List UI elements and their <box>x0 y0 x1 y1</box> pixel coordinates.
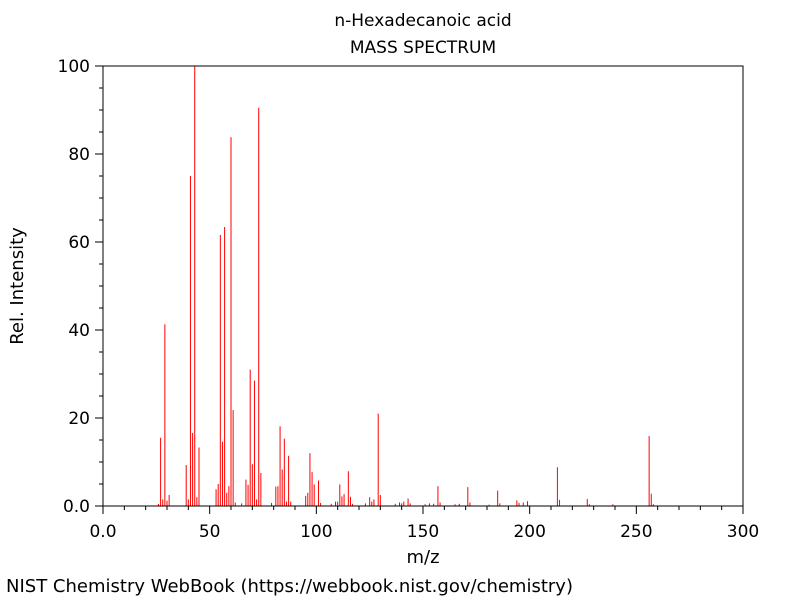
footer-credit: NIST Chemistry WebBook (https://webbook.… <box>6 576 573 597</box>
x-tick-label: 150 <box>407 522 439 542</box>
plot-frame <box>103 66 743 506</box>
y-tick-label: 100 <box>58 57 90 77</box>
x-tick-label: 50 <box>199 522 221 542</box>
y-axis-label: Rel. Intensity <box>7 227 28 345</box>
y-tick-label: 20 <box>68 409 90 429</box>
x-tick-label: 300 <box>727 522 759 542</box>
axes-group: 0.0 50 100 150 200 250 300 0.0 20 40 60 80 100 <box>58 57 760 542</box>
y-tick-label: 80 <box>68 145 90 165</box>
x-tick-label: 0.0 <box>89 522 116 542</box>
x-axis-label: m/z <box>406 547 439 568</box>
y-tick-label: 40 <box>68 321 90 341</box>
peaks-group <box>158 66 653 506</box>
y-tick-label: 0.0 <box>63 497 90 517</box>
x-tick-label: 250 <box>620 522 652 542</box>
x-tick-label: 100 <box>300 522 332 542</box>
x-tick-label: 200 <box>513 522 545 542</box>
y-tick-label: 60 <box>68 233 90 253</box>
